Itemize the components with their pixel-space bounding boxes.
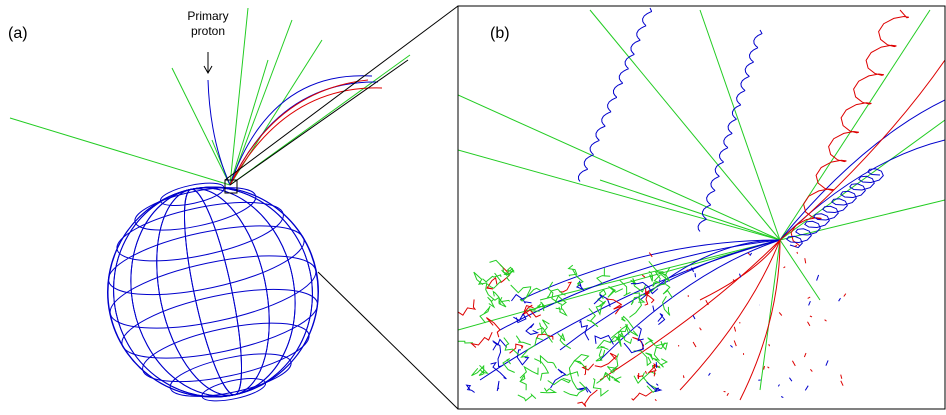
track (687, 270, 688, 271)
figure: Primary proton (a) (b) (0, 0, 946, 415)
annotation: Primary (187, 9, 228, 23)
track (654, 371, 655, 376)
track (797, 252, 798, 254)
track (769, 344, 770, 346)
track (683, 375, 684, 378)
annotation: proton (191, 24, 225, 38)
track (659, 280, 660, 281)
track (695, 273, 696, 277)
panel-label: (a) (8, 25, 28, 42)
panel-label: (b) (490, 25, 510, 42)
